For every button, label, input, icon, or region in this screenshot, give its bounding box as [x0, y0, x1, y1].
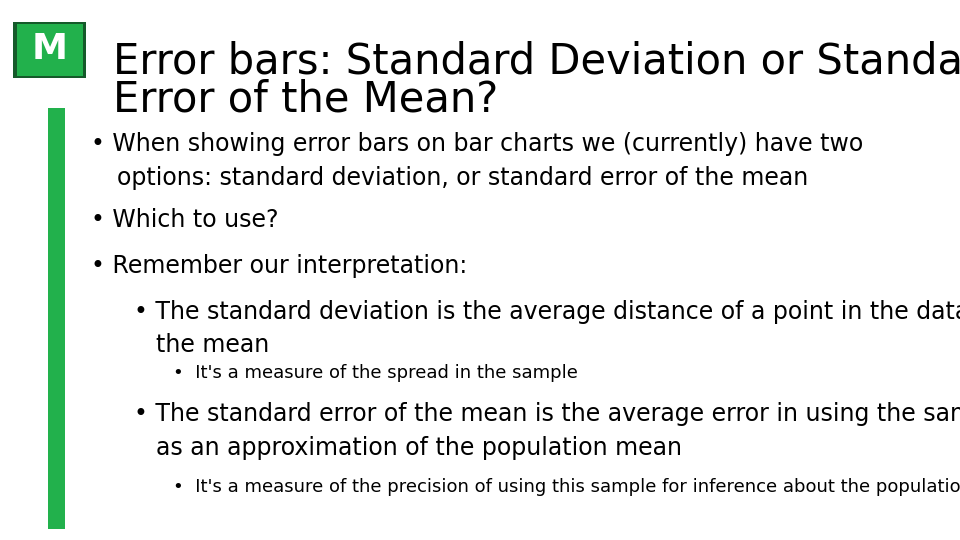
Text: Error bars: Standard Deviation or Standard: Error bars: Standard Deviation or Standa… [113, 40, 960, 83]
Text: • The standard error of the mean is the average error in using the sample mean: • The standard error of the mean is the … [134, 402, 960, 426]
Text: M: M [32, 32, 68, 66]
FancyBboxPatch shape [48, 108, 65, 529]
Text: Error of the Mean?: Error of the Mean? [113, 78, 498, 120]
Text: •  It's a measure of the spread in the sample: • It's a measure of the spread in the sa… [173, 364, 578, 382]
Text: • When showing error bars on bar charts we (currently) have two: • When showing error bars on bar charts … [91, 132, 863, 156]
Text: • Remember our interpretation:: • Remember our interpretation: [91, 254, 468, 278]
Text: •  It's a measure of the precision of using this sample for inference about the : • It's a measure of the precision of usi… [173, 478, 960, 496]
FancyBboxPatch shape [13, 22, 86, 78]
Text: • The standard deviation is the average distance of a point in the data set from: • The standard deviation is the average … [134, 300, 960, 323]
Text: • Which to use?: • Which to use? [91, 208, 278, 232]
Text: options: standard deviation, or standard error of the mean: options: standard deviation, or standard… [117, 166, 808, 190]
Text: as an approximation of the population mean: as an approximation of the population me… [156, 436, 682, 460]
Text: the mean: the mean [156, 333, 269, 357]
FancyBboxPatch shape [17, 24, 83, 76]
